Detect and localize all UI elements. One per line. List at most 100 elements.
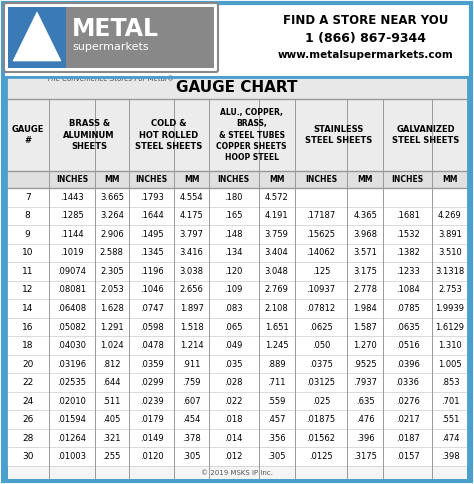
Text: 4.572: 4.572	[265, 193, 289, 202]
Text: 3.665: 3.665	[100, 193, 124, 202]
Text: .01264: .01264	[57, 434, 86, 443]
Text: .457: .457	[267, 415, 286, 424]
Text: 2.769: 2.769	[264, 286, 289, 294]
FancyBboxPatch shape	[6, 373, 468, 392]
Text: .1084: .1084	[396, 286, 419, 294]
Text: .305: .305	[267, 452, 286, 461]
Text: .0217: .0217	[396, 415, 419, 424]
Text: .025: .025	[312, 396, 330, 406]
FancyBboxPatch shape	[6, 262, 468, 281]
Text: .125: .125	[312, 267, 330, 276]
Text: .028: .028	[224, 378, 243, 387]
Text: .049: .049	[225, 341, 243, 350]
Text: 3.038: 3.038	[180, 267, 203, 276]
Text: 1.628: 1.628	[100, 304, 124, 313]
Text: 2.906: 2.906	[100, 230, 124, 239]
Text: .644: .644	[102, 378, 121, 387]
Text: 4.365: 4.365	[353, 212, 377, 220]
Text: 20: 20	[22, 360, 33, 369]
Text: .04030: .04030	[57, 341, 86, 350]
Text: MM: MM	[104, 175, 119, 184]
Text: .09074: .09074	[57, 267, 86, 276]
Text: .01562: .01562	[306, 434, 336, 443]
Text: 4.269: 4.269	[438, 212, 462, 220]
Text: MM: MM	[357, 175, 373, 184]
Text: .10937: .10937	[306, 286, 336, 294]
Text: 8: 8	[25, 212, 30, 220]
FancyBboxPatch shape	[6, 77, 468, 480]
Text: 2.305: 2.305	[100, 267, 124, 276]
Text: 4.175: 4.175	[180, 212, 203, 220]
Text: .1793: .1793	[140, 193, 164, 202]
Text: .1495: .1495	[140, 230, 164, 239]
Text: .08081: .08081	[57, 286, 86, 294]
Text: .1019: .1019	[60, 248, 84, 257]
Text: .1144: .1144	[60, 230, 84, 239]
Text: .050: .050	[312, 341, 330, 350]
FancyBboxPatch shape	[6, 281, 468, 299]
Text: .0516: .0516	[396, 341, 419, 350]
Text: 1.214: 1.214	[180, 341, 203, 350]
Text: .9525: .9525	[354, 360, 377, 369]
FancyBboxPatch shape	[6, 336, 468, 355]
Text: 18: 18	[22, 341, 33, 350]
Text: .3175: .3175	[353, 452, 377, 461]
Text: .1196: .1196	[140, 267, 164, 276]
Text: 1.587: 1.587	[353, 322, 377, 332]
Text: .1285: .1285	[60, 212, 84, 220]
Text: www.metalsupermarkets.com: www.metalsupermarkets.com	[278, 50, 453, 60]
Text: .0157: .0157	[396, 452, 419, 461]
Text: 2.656: 2.656	[180, 286, 203, 294]
Text: .701: .701	[441, 396, 459, 406]
Text: .0635: .0635	[396, 322, 419, 332]
Text: .759: .759	[182, 378, 201, 387]
Text: 3.759: 3.759	[264, 230, 289, 239]
Text: .0149: .0149	[140, 434, 164, 443]
Text: .165: .165	[224, 212, 243, 220]
FancyBboxPatch shape	[6, 188, 468, 207]
Text: .148: .148	[224, 230, 243, 239]
Text: .065: .065	[224, 322, 243, 332]
Text: .0276: .0276	[396, 396, 419, 406]
Text: .134: .134	[224, 248, 243, 257]
Text: .305: .305	[182, 452, 201, 461]
Text: .398: .398	[441, 452, 459, 461]
Text: .05082: .05082	[57, 322, 86, 332]
FancyBboxPatch shape	[6, 318, 468, 336]
FancyBboxPatch shape	[6, 225, 468, 243]
Text: .1382: .1382	[396, 248, 419, 257]
Text: .474: .474	[441, 434, 459, 443]
FancyBboxPatch shape	[6, 243, 468, 262]
Text: .1681: .1681	[396, 212, 419, 220]
Text: .0120: .0120	[140, 452, 164, 461]
Text: 1.518: 1.518	[180, 322, 203, 332]
Text: INCHES: INCHES	[392, 175, 424, 184]
Text: .356: .356	[267, 434, 286, 443]
Text: ALU., COPPER,
BRASS,
& STEEL TUBES
COPPER SHEETS
HOOP STEEL: ALU., COPPER, BRASS, & STEEL TUBES COPPE…	[217, 108, 287, 162]
FancyBboxPatch shape	[8, 7, 66, 68]
Text: .0336: .0336	[396, 378, 419, 387]
Text: 3.891: 3.891	[438, 230, 462, 239]
Text: .109: .109	[225, 286, 243, 294]
Text: MM: MM	[442, 175, 458, 184]
Text: 1.291: 1.291	[100, 322, 124, 332]
Text: 4.554: 4.554	[180, 193, 203, 202]
Text: 3.968: 3.968	[353, 230, 377, 239]
Text: GAUGE
#: GAUGE #	[11, 125, 44, 145]
Text: .120: .120	[225, 267, 243, 276]
FancyBboxPatch shape	[8, 7, 214, 68]
Text: 1.270: 1.270	[353, 341, 377, 350]
Text: .1233: .1233	[396, 267, 419, 276]
Text: 3.510: 3.510	[438, 248, 462, 257]
Text: .06408: .06408	[57, 304, 86, 313]
Text: 26: 26	[22, 415, 33, 424]
Text: .02010: .02010	[57, 396, 86, 406]
Text: The Convenience Stores For Metal®: The Convenience Stores For Metal®	[47, 76, 174, 82]
Text: 2.778: 2.778	[353, 286, 377, 294]
Text: 1.984: 1.984	[353, 304, 377, 313]
FancyBboxPatch shape	[6, 392, 468, 410]
Text: .559: .559	[267, 396, 286, 406]
Text: 1.6129: 1.6129	[436, 322, 465, 332]
Text: 2.753: 2.753	[438, 286, 462, 294]
Text: .0239: .0239	[140, 396, 164, 406]
